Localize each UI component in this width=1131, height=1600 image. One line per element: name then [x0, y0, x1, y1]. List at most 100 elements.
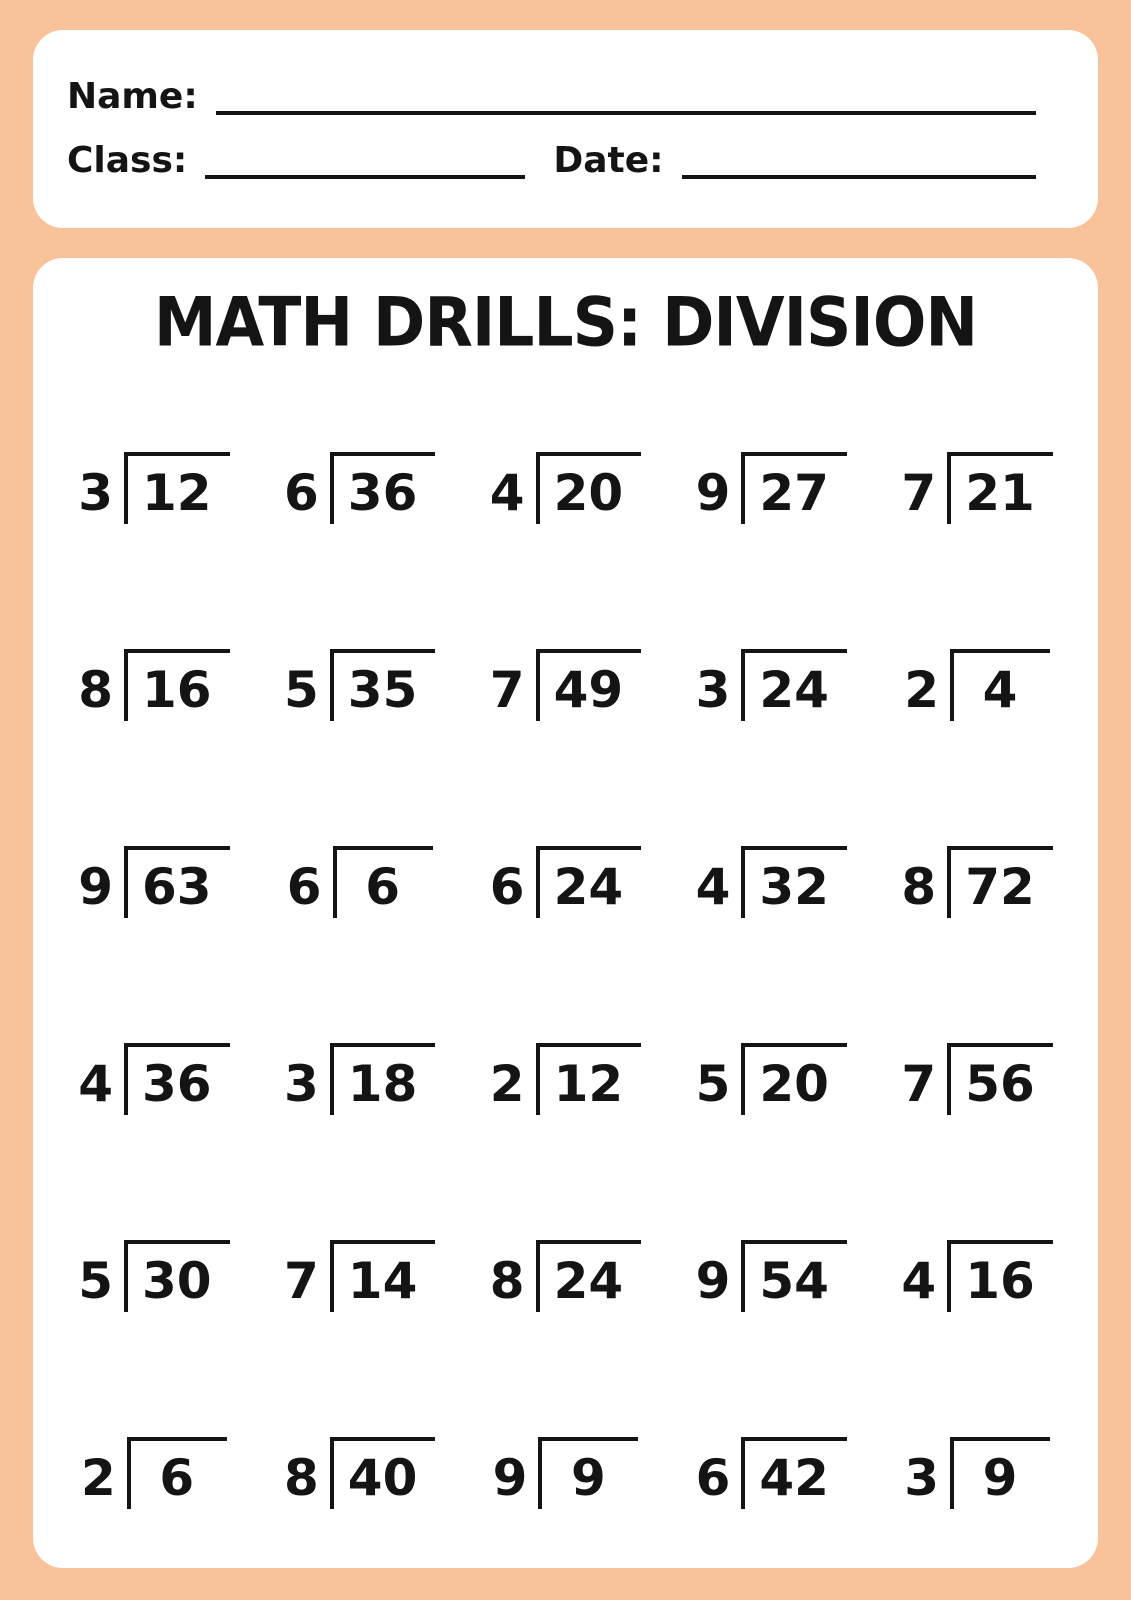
division-problem-16: 4 36 — [78, 1042, 230, 1115]
date-label: Date: — [553, 140, 664, 181]
division-problem-27: 8 40 — [284, 1436, 436, 1509]
division-problem-18: 2 12 — [489, 1042, 642, 1115]
dividend: 42 — [741, 1436, 847, 1509]
divisor: 4 — [78, 1054, 113, 1113]
dividend: 16 — [947, 1239, 1053, 1312]
divisor: 2 — [489, 1054, 525, 1113]
class-write-line — [205, 149, 526, 179]
dividend: 36 — [124, 1042, 230, 1115]
divisor: 8 — [284, 1448, 319, 1507]
dividend: 36 — [329, 451, 436, 524]
divisor: 9 — [695, 1251, 731, 1310]
dividend: 20 — [741, 1042, 847, 1115]
division-problem-24: 9 54 — [695, 1239, 847, 1312]
division-problem-3: 4 20 — [489, 451, 642, 524]
dividend: 6 — [332, 845, 433, 918]
divisor: 7 — [489, 660, 525, 719]
divisor: 3 — [284, 1054, 319, 1113]
divisor: 8 — [489, 1251, 525, 1310]
divisor: 3 — [695, 660, 731, 719]
dividend: 21 — [947, 451, 1053, 524]
name-write-line — [215, 85, 1036, 115]
dividend: 14 — [329, 1239, 436, 1312]
dividend: 9 — [949, 1436, 1050, 1509]
class-date-field-row: Class: Date: — [67, 143, 1036, 179]
division-problem-9: 3 24 — [695, 648, 847, 721]
dividend: 32 — [741, 845, 847, 918]
division-problem-19: 5 20 — [695, 1042, 847, 1115]
division-problem-13: 6 24 — [489, 845, 642, 918]
divisor: 5 — [284, 660, 319, 719]
division-problem-6: 8 16 — [78, 648, 230, 721]
division-problem-14: 4 32 — [695, 845, 847, 918]
name-label: Name: — [67, 76, 198, 117]
divisor: 4 — [695, 857, 731, 916]
division-problem-8: 7 49 — [489, 648, 642, 721]
division-problem-21: 5 30 — [78, 1239, 230, 1312]
divisor: 3 — [78, 463, 113, 522]
dividend: 54 — [741, 1239, 847, 1312]
division-problem-7: 5 35 — [284, 648, 436, 721]
dividend: 72 — [947, 845, 1053, 918]
divisor: 3 — [904, 1448, 939, 1507]
divisor: 5 — [78, 1251, 113, 1310]
dividend: 35 — [329, 648, 436, 721]
divisor: 2 — [81, 1448, 116, 1507]
division-problem-17: 3 18 — [284, 1042, 436, 1115]
student-info-card: Name: Class: Date: — [33, 30, 1098, 228]
divisor: 6 — [284, 463, 319, 522]
dividend: 30 — [124, 1239, 230, 1312]
dividend: 6 — [126, 1436, 227, 1509]
divisor: 9 — [78, 857, 113, 916]
dividend: 12 — [535, 1042, 642, 1115]
class-label: Class: — [67, 140, 188, 181]
dividend: 24 — [741, 648, 847, 721]
division-problem-1: 3 12 — [78, 451, 230, 524]
divisor: 6 — [489, 857, 525, 916]
division-problem-29: 6 42 — [696, 1436, 847, 1509]
dividend: 56 — [947, 1042, 1053, 1115]
division-problem-11: 9 63 — [78, 845, 230, 918]
divisor: 8 — [78, 660, 113, 719]
dividend: 4 — [949, 648, 1050, 721]
dividend: 24 — [535, 845, 642, 918]
dividend: 18 — [329, 1042, 436, 1115]
division-problem-5: 7 21 — [901, 451, 1053, 524]
dividend: 63 — [124, 845, 230, 918]
divisor: 6 — [286, 857, 322, 916]
division-problem-15: 8 72 — [901, 845, 1053, 918]
divisor: 7 — [284, 1251, 319, 1310]
division-problem-2: 6 36 — [284, 451, 436, 524]
divisor: 5 — [695, 1054, 731, 1113]
division-problem-20: 7 56 — [901, 1042, 1053, 1115]
name-field-row: Name: — [67, 79, 1036, 115]
dividend: 16 — [124, 648, 230, 721]
dividend: 20 — [535, 451, 642, 524]
divisor: 7 — [901, 463, 937, 522]
division-problem-23: 8 24 — [489, 1239, 642, 1312]
divisor: 8 — [901, 857, 937, 916]
division-problem-4: 9 27 — [695, 451, 847, 524]
worksheet-title: MATH DRILLS: DIVISION — [153, 283, 978, 362]
dividend: 24 — [535, 1239, 642, 1312]
dividend: 40 — [329, 1436, 436, 1509]
date-write-line — [681, 149, 1036, 179]
dividend: 27 — [741, 451, 847, 524]
division-problem-25: 4 16 — [901, 1239, 1053, 1312]
divisor: 2 — [904, 660, 939, 719]
divisor: 9 — [695, 463, 731, 522]
dividend: 49 — [535, 648, 642, 721]
division-problem-22: 7 14 — [284, 1239, 436, 1312]
divisor: 9 — [492, 1448, 528, 1507]
dividend: 9 — [538, 1436, 639, 1509]
divisor: 4 — [489, 463, 525, 522]
dividend: 12 — [124, 451, 230, 524]
